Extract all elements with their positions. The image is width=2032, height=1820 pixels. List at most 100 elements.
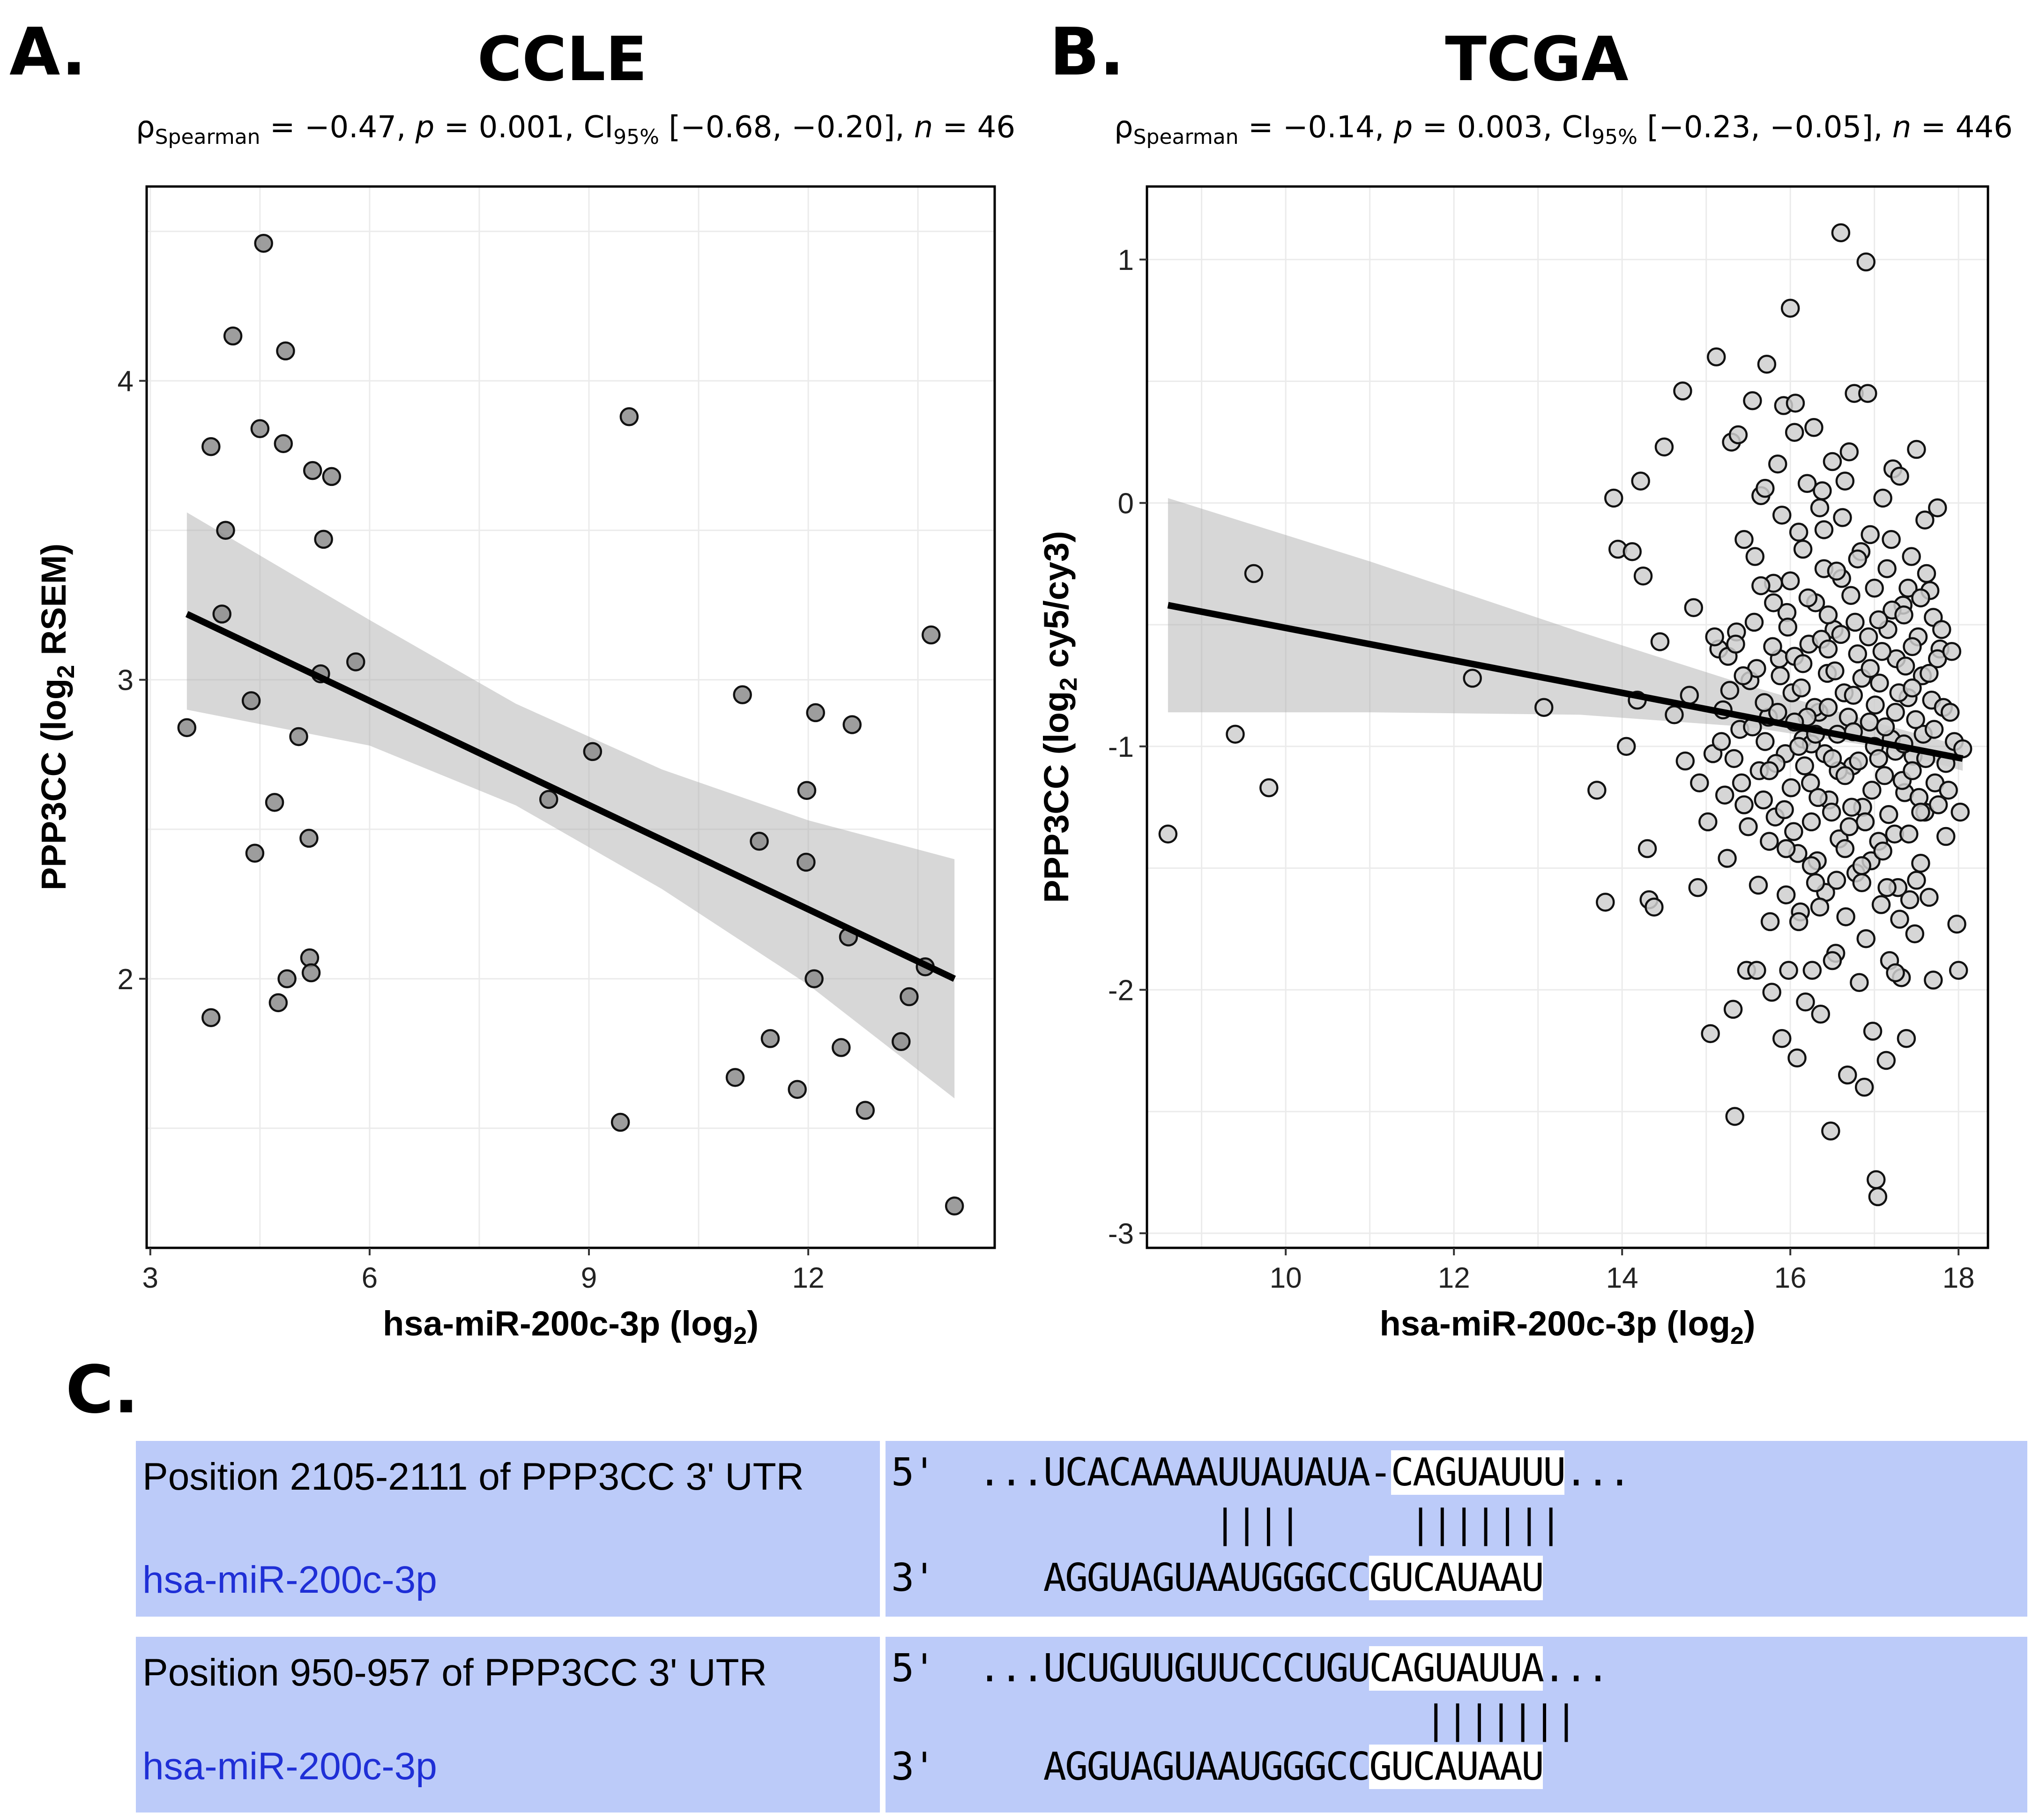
x-tick-label: 10	[1270, 1262, 1302, 1294]
confidence-band	[186, 512, 955, 1098]
data-point	[1848, 644, 1868, 664]
data-point	[1876, 717, 1895, 737]
data-point	[1911, 588, 1930, 608]
data-point	[832, 1038, 851, 1057]
data-point	[1789, 522, 1809, 542]
data-point	[1724, 749, 1744, 768]
mirna-seq-pre: AGGUAGUAAUGGGCC	[1043, 1556, 1371, 1600]
data-point	[1825, 661, 1845, 681]
data-point	[1899, 824, 1919, 844]
data-point	[201, 437, 221, 456]
row-divider	[880, 1637, 886, 1813]
chart-a-stats: ρSpearman = −0.47, p = 0.001, CI95% [−0.…	[136, 110, 1015, 149]
data-point	[1877, 559, 1897, 578]
data-point	[1852, 856, 1871, 875]
data-point	[796, 852, 816, 872]
data-point	[1705, 627, 1724, 647]
data-point	[1849, 751, 1868, 771]
ci-value: [−0.23, −0.05],	[1637, 110, 1892, 145]
plot-frame	[145, 185, 996, 1249]
data-point	[1822, 802, 1841, 822]
data-point	[1855, 812, 1875, 832]
data-point	[1890, 910, 1909, 929]
data-point	[1706, 347, 1726, 366]
data-point	[1587, 781, 1607, 800]
y-tick-label: 2	[118, 963, 134, 996]
data-point	[610, 1112, 630, 1132]
data-point	[1950, 802, 1970, 822]
data-point	[1839, 442, 1859, 462]
data-point	[1856, 252, 1876, 272]
data-point	[274, 434, 293, 453]
data-point	[1924, 970, 1943, 990]
p-label: p	[415, 110, 435, 145]
data-point	[245, 843, 265, 863]
x-tick-label: 14	[1606, 1262, 1638, 1294]
alignment-sequences: 5' ...UCUGUUGUUCCCUGUCAGUAUUA... |||||||…	[886, 1637, 2027, 1813]
data-point	[201, 1008, 221, 1027]
three-prime-marker: 3'	[891, 1745, 936, 1789]
data-point	[1831, 223, 1851, 242]
y-axis-title-text: RSEM)	[34, 544, 73, 665]
data-point	[1631, 471, 1650, 491]
data-point	[1745, 547, 1765, 566]
y-axis-title-subscript: 2	[52, 665, 80, 679]
chart-b-title: TCGA	[1445, 23, 1629, 95]
data-point	[177, 718, 197, 738]
data-point	[1796, 992, 1815, 1012]
data-point	[1732, 773, 1751, 793]
data-point	[1756, 478, 1775, 498]
data-point	[1756, 732, 1775, 751]
data-point	[1911, 853, 1930, 873]
data-point	[1675, 751, 1695, 771]
data-point	[1900, 890, 1920, 910]
data-point	[1684, 598, 1703, 617]
data-point	[1811, 1005, 1831, 1024]
data-point	[1764, 593, 1783, 612]
data-point	[1882, 530, 1901, 549]
data-point	[1862, 781, 1882, 800]
x-axis-title: hsa-miR-200c-3p (log2)	[1380, 1304, 1756, 1350]
data-point	[1596, 893, 1615, 912]
data-point	[1858, 384, 1877, 403]
data-point	[1835, 839, 1855, 858]
p-value: = 0.001, CI	[434, 110, 614, 145]
panel-b-letter: B.	[1049, 14, 1124, 90]
data-point	[900, 987, 919, 1007]
data-point	[1831, 625, 1851, 644]
data-point	[1875, 766, 1894, 785]
data-point	[1868, 1187, 1888, 1207]
mirna-sequence: 3' AGGUAGUAAUGGGCCGUCAUAAU	[891, 1745, 1544, 1789]
data-point	[1778, 618, 1798, 637]
data-point	[1762, 983, 1781, 1002]
mirna-seq-pre: AGGUAGUAAUGGGCC	[1043, 1745, 1371, 1789]
data-point	[1739, 817, 1758, 836]
data-point	[1827, 871, 1846, 890]
data-point	[1859, 627, 1878, 647]
x-axis-title: hsa-miR-200c-3p (log2)	[383, 1304, 759, 1350]
y-tick-label: -1	[1108, 731, 1134, 763]
data-point	[289, 727, 308, 746]
target-site-label: Position 2105-2111 of PPP3CC 3' UTR	[142, 1455, 804, 1498]
data-point	[1726, 634, 1745, 654]
data-point	[216, 521, 235, 540]
x-tick-label: 12	[792, 1262, 825, 1294]
data-point	[1870, 673, 1889, 693]
data-point	[1734, 795, 1754, 814]
data-point	[1844, 686, 1863, 705]
data-point	[1690, 773, 1709, 793]
ci-subscript: 95%	[1592, 125, 1638, 149]
data-point	[1907, 871, 1926, 890]
data-point	[1786, 394, 1805, 413]
data-point	[1823, 749, 1842, 768]
data-point	[1785, 423, 1804, 442]
data-point	[303, 461, 322, 480]
data-point	[1744, 612, 1764, 632]
regression-line	[185, 611, 956, 982]
data-point	[1886, 702, 1905, 722]
data-point	[1873, 488, 1892, 508]
data-point	[1792, 678, 1811, 698]
target-sequence: 5' ...UCUGUUGUUCCCUGUCAGUAUUA...	[891, 1646, 1609, 1691]
data-point	[1810, 498, 1830, 517]
